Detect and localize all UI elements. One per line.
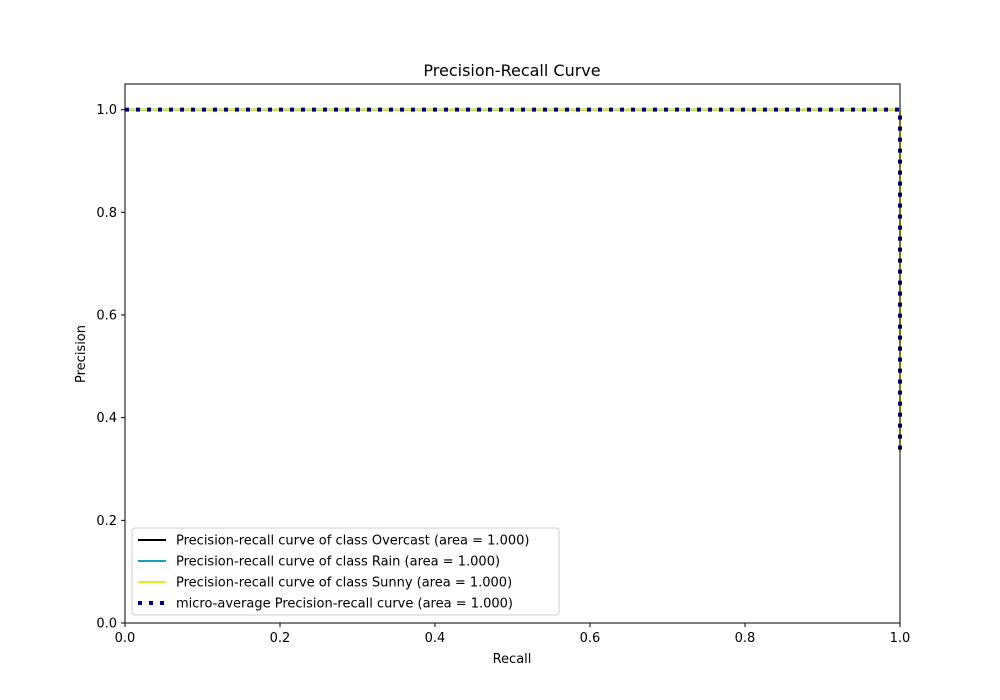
legend: Precision-recall curve of class Overcast… [131,527,560,616]
chart-title: Precision-Recall Curve [423,61,600,80]
y-tick-label: 0.2 [96,514,117,529]
x-tick-label: 0.6 [580,631,601,646]
legend-label: Precision-recall curve of class Sunny (a… [176,576,512,591]
legend-label: micro-average Precision-recall curve (ar… [176,597,513,612]
plot-frame [124,83,901,624]
y-tick-label: 0.0 [96,617,117,632]
legend-entry: Precision-recall curve of class Overcast… [138,534,529,549]
y-tick-label: 0.4 [96,411,117,426]
x-tick-label: 0.2 [270,631,291,646]
x-tick-label: 1.0 [890,631,911,646]
y-tick-label: 0.8 [96,206,117,221]
x-tick-label: 0.0 [115,631,136,646]
x-tick-label: 0.8 [735,631,756,646]
x-axis-title: Recall [493,652,532,667]
legend-box [131,527,560,616]
y-tick-label: 1.0 [96,103,117,118]
legend-entry: Precision-recall curve of class Rain (ar… [138,555,500,570]
y-tick-label: 0.6 [96,309,117,324]
y-axis-title: Precision [74,325,89,383]
y-axis: 0.0 0.2 0.4 0.6 0.8 1.0 [96,103,125,632]
x-tick-label: 0.4 [425,631,446,646]
x-axis: 0.0 0.2 0.4 0.6 0.8 1.0 [115,623,911,646]
legend-label: Precision-recall curve of class Rain (ar… [176,555,500,570]
legend-label: Precision-recall curve of class Overcast… [176,534,529,549]
legend-entry: Precision-recall curve of class Sunny (a… [138,576,512,591]
legend-entry: micro-average Precision-recall curve (ar… [138,597,513,612]
